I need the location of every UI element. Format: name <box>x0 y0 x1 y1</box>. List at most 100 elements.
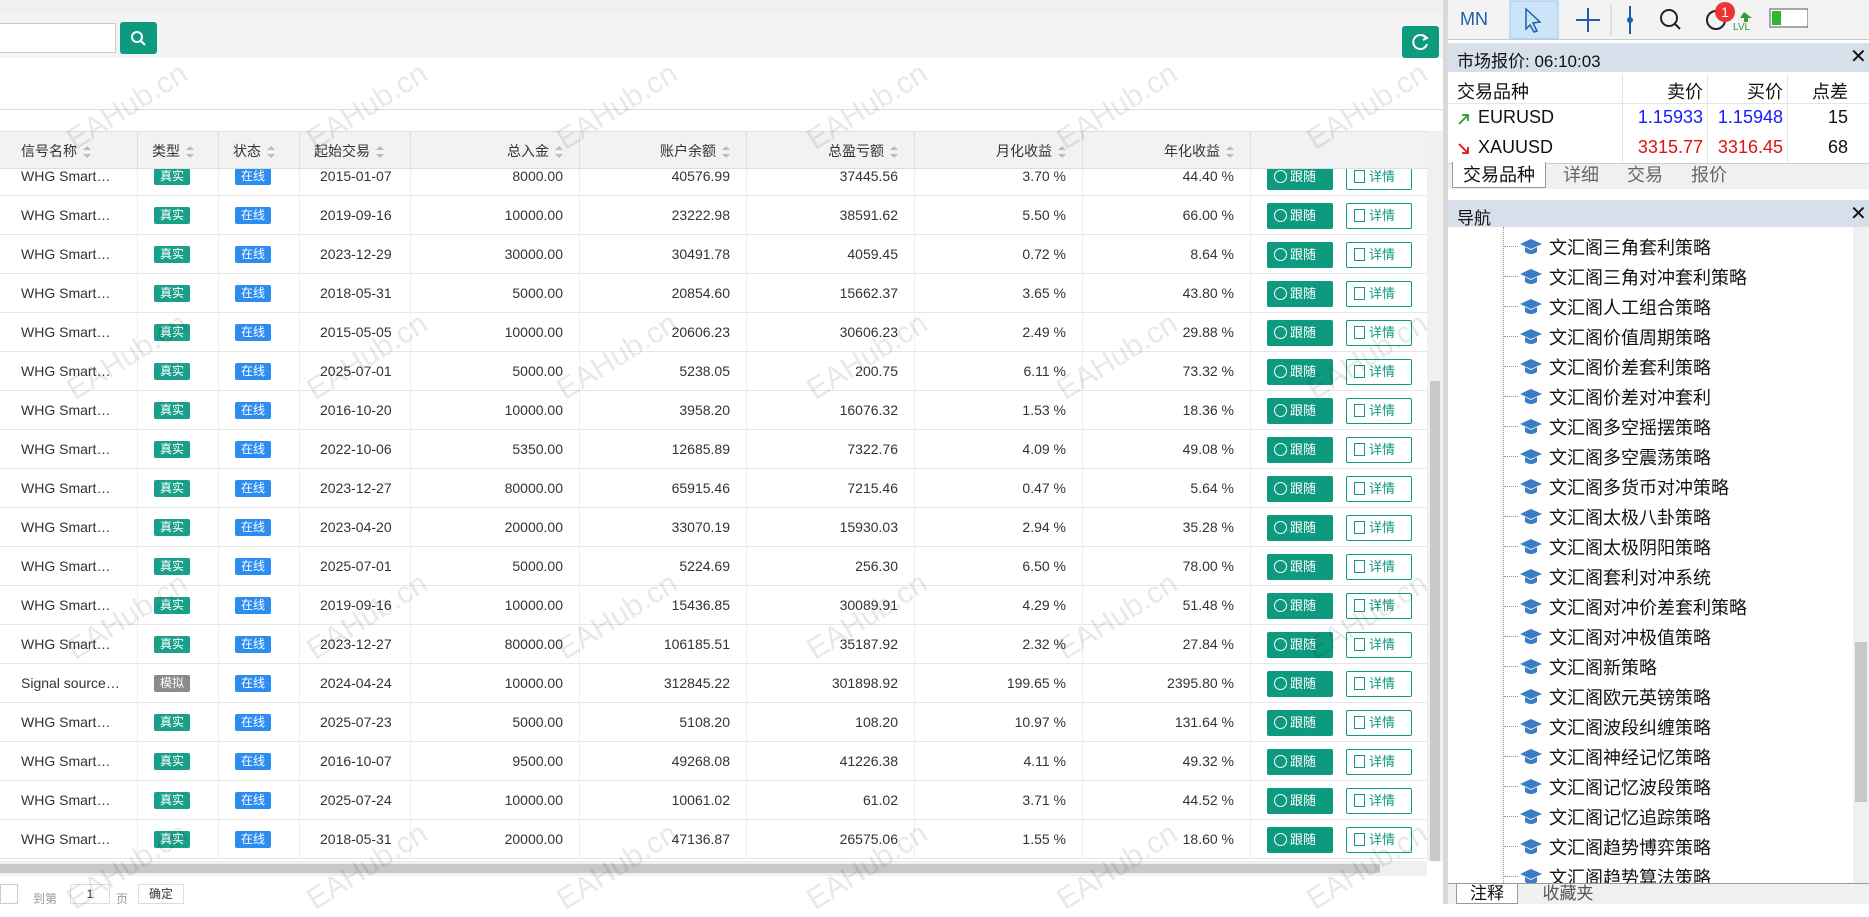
follow-button[interactable]: 跟随 <box>1267 827 1333 853</box>
sort-icon[interactable] <box>1226 146 1234 159</box>
column-header[interactable]: 总盈亏额 <box>746 132 898 170</box>
close-icon[interactable]: ✕ <box>1850 203 1867 225</box>
detail-button[interactable]: 详情 <box>1346 632 1412 658</box>
v-scrollbar[interactable] <box>1427 131 1443 861</box>
follow-button[interactable]: 跟随 <box>1267 169 1333 190</box>
follow-button[interactable]: 跟随 <box>1267 359 1333 385</box>
detail-button[interactable]: 详情 <box>1346 827 1412 853</box>
nav-item[interactable]: 文汇阁太极阴阳策略 <box>1549 538 1711 558</box>
nav-item[interactable]: 文汇阁套利对冲系统 <box>1549 568 1711 588</box>
detail-button[interactable]: 详情 <box>1346 515 1412 541</box>
column-header[interactable]: 信号名称 <box>21 132 91 170</box>
column-header[interactable]: 起始交易 <box>314 132 384 170</box>
nav-item[interactable]: 文汇阁价值周期策略 <box>1549 328 1711 348</box>
detail-button[interactable]: 详情 <box>1346 242 1412 268</box>
nav-item[interactable]: 文汇阁人工组合策略 <box>1549 298 1711 318</box>
tab[interactable]: 交易 <box>1627 165 1663 185</box>
tab[interactable]: 详细 <box>1563 165 1599 185</box>
detail-button[interactable]: 详情 <box>1346 554 1412 580</box>
h-scrollbar[interactable] <box>0 861 1427 876</box>
tab[interactable]: 报价 <box>1691 165 1727 185</box>
nav-item[interactable]: 文汇阁三角对冲套利策略 <box>1549 268 1747 288</box>
detail-button[interactable]: 详情 <box>1346 593 1412 619</box>
follow-button[interactable]: 跟随 <box>1267 476 1333 502</box>
column-header[interactable]: 账户余额 <box>579 132 730 170</box>
close-icon[interactable]: ✕ <box>1850 46 1867 68</box>
follow-button[interactable]: 跟随 <box>1267 593 1333 619</box>
detail-button[interactable]: 详情 <box>1346 169 1412 190</box>
column-header[interactable]: 类型 <box>152 132 194 170</box>
follow-button[interactable]: 跟随 <box>1267 515 1333 541</box>
sort-icon[interactable] <box>83 146 91 159</box>
follow-button[interactable]: 跟随 <box>1267 320 1333 346</box>
follow-button[interactable]: 跟随 <box>1267 671 1333 697</box>
detail-button[interactable]: 详情 <box>1346 710 1412 736</box>
follow-button[interactable]: 跟随 <box>1267 398 1333 424</box>
sort-icon[interactable] <box>1058 146 1066 159</box>
nav-item[interactable]: 文汇阁价差对冲套利 <box>1549 388 1711 408</box>
nav-item[interactable]: 文汇阁记忆波段策略 <box>1549 778 1711 798</box>
detail-button[interactable]: 详情 <box>1346 359 1412 385</box>
nav-item[interactable]: 文汇阁神经记忆策略 <box>1549 748 1711 768</box>
page-input[interactable]: 1 <box>70 884 110 904</box>
nav-item[interactable]: 文汇阁太极八卦策略 <box>1549 508 1711 528</box>
nav-item[interactable]: 文汇阁新策略 <box>1549 658 1657 678</box>
sort-icon[interactable] <box>186 146 194 159</box>
cell: 18.60 % <box>1182 831 1234 847</box>
detail-button[interactable]: 详情 <box>1346 398 1412 424</box>
sort-icon[interactable] <box>376 146 384 159</box>
follow-button[interactable]: 跟随 <box>1267 554 1333 580</box>
detail-button[interactable]: 详情 <box>1346 281 1412 307</box>
detail-button[interactable]: 详情 <box>1346 203 1412 229</box>
detail-button[interactable]: 详情 <box>1346 476 1412 502</box>
follow-button[interactable]: 跟随 <box>1267 242 1333 268</box>
follow-button[interactable]: 跟随 <box>1267 203 1333 229</box>
follow-button[interactable]: 跟随 <box>1267 749 1333 775</box>
search-button[interactable] <box>120 22 157 54</box>
sort-icon[interactable] <box>555 146 563 159</box>
nav-item[interactable]: 文汇阁趋势博弈策略 <box>1549 838 1711 858</box>
nav-item[interactable]: 文汇阁对冲极值策略 <box>1549 628 1711 648</box>
column-header[interactable]: 年化收益 <box>1082 132 1234 170</box>
nav-item[interactable]: 文汇阁多空震荡策略 <box>1549 448 1711 468</box>
nav-item[interactable]: 文汇阁多货币对冲策略 <box>1549 478 1729 498</box>
nav-item[interactable]: 文汇阁对冲价差套利策略 <box>1549 598 1747 618</box>
nav-item[interactable]: 文汇阁价差套利策略 <box>1549 358 1711 378</box>
follow-button[interactable]: 跟随 <box>1267 281 1333 307</box>
follow-button[interactable]: 跟随 <box>1267 437 1333 463</box>
timeframe[interactable]: MN <box>1460 9 1488 29</box>
column-header[interactable]: 状态 <box>233 132 275 170</box>
h-scroll-thumb[interactable] <box>0 864 1380 873</box>
detail-button[interactable]: 详情 <box>1346 749 1412 775</box>
confirm-button[interactable]: 确定 <box>138 884 184 904</box>
column-header[interactable]: 月化收益 <box>914 132 1066 170</box>
nav-item[interactable]: 文汇阁趋势算法策略 <box>1549 868 1711 883</box>
detail-button[interactable]: 详情 <box>1346 671 1412 697</box>
follow-button[interactable]: 跟随 <box>1267 788 1333 814</box>
detail-button[interactable]: 详情 <box>1346 788 1412 814</box>
sort-icon[interactable] <box>267 146 275 159</box>
search-input[interactable] <box>0 23 116 53</box>
sort-icon[interactable] <box>890 146 898 159</box>
page-size-select[interactable] <box>0 884 18 904</box>
detail-button[interactable]: 详情 <box>1346 437 1412 463</box>
sort-icon[interactable] <box>722 146 730 159</box>
bottom-tab[interactable]: 注释 <box>1456 884 1518 904</box>
nav-scrollbar[interactable] <box>1853 227 1869 883</box>
nav-item[interactable]: 文汇阁欧元英镑策略 <box>1549 688 1711 708</box>
nav-scroll-thumb[interactable] <box>1855 642 1867 802</box>
nav-item[interactable]: 文汇阁多空摇摆策略 <box>1549 418 1711 438</box>
bottom-tab[interactable]: 收藏夹 <box>1542 884 1594 903</box>
follow-button[interactable]: 跟随 <box>1267 710 1333 736</box>
nav-item[interactable]: 文汇阁记忆追踪策略 <box>1549 808 1711 828</box>
tabs-bg <box>1448 883 1869 904</box>
tab[interactable]: 交易品种 <box>1452 162 1546 188</box>
ea-icon <box>1519 326 1543 348</box>
follow-button[interactable]: 跟随 <box>1267 632 1333 658</box>
column-header[interactable]: 总入金 <box>410 132 563 170</box>
detail-button[interactable]: 详情 <box>1346 320 1412 346</box>
nav-item[interactable]: 文汇阁三角套利策略 <box>1549 238 1711 258</box>
refresh-button[interactable] <box>1402 26 1439 58</box>
nav-item[interactable]: 文汇阁波段纠缠策略 <box>1549 718 1711 738</box>
v-scroll-thumb[interactable] <box>1430 381 1440 861</box>
